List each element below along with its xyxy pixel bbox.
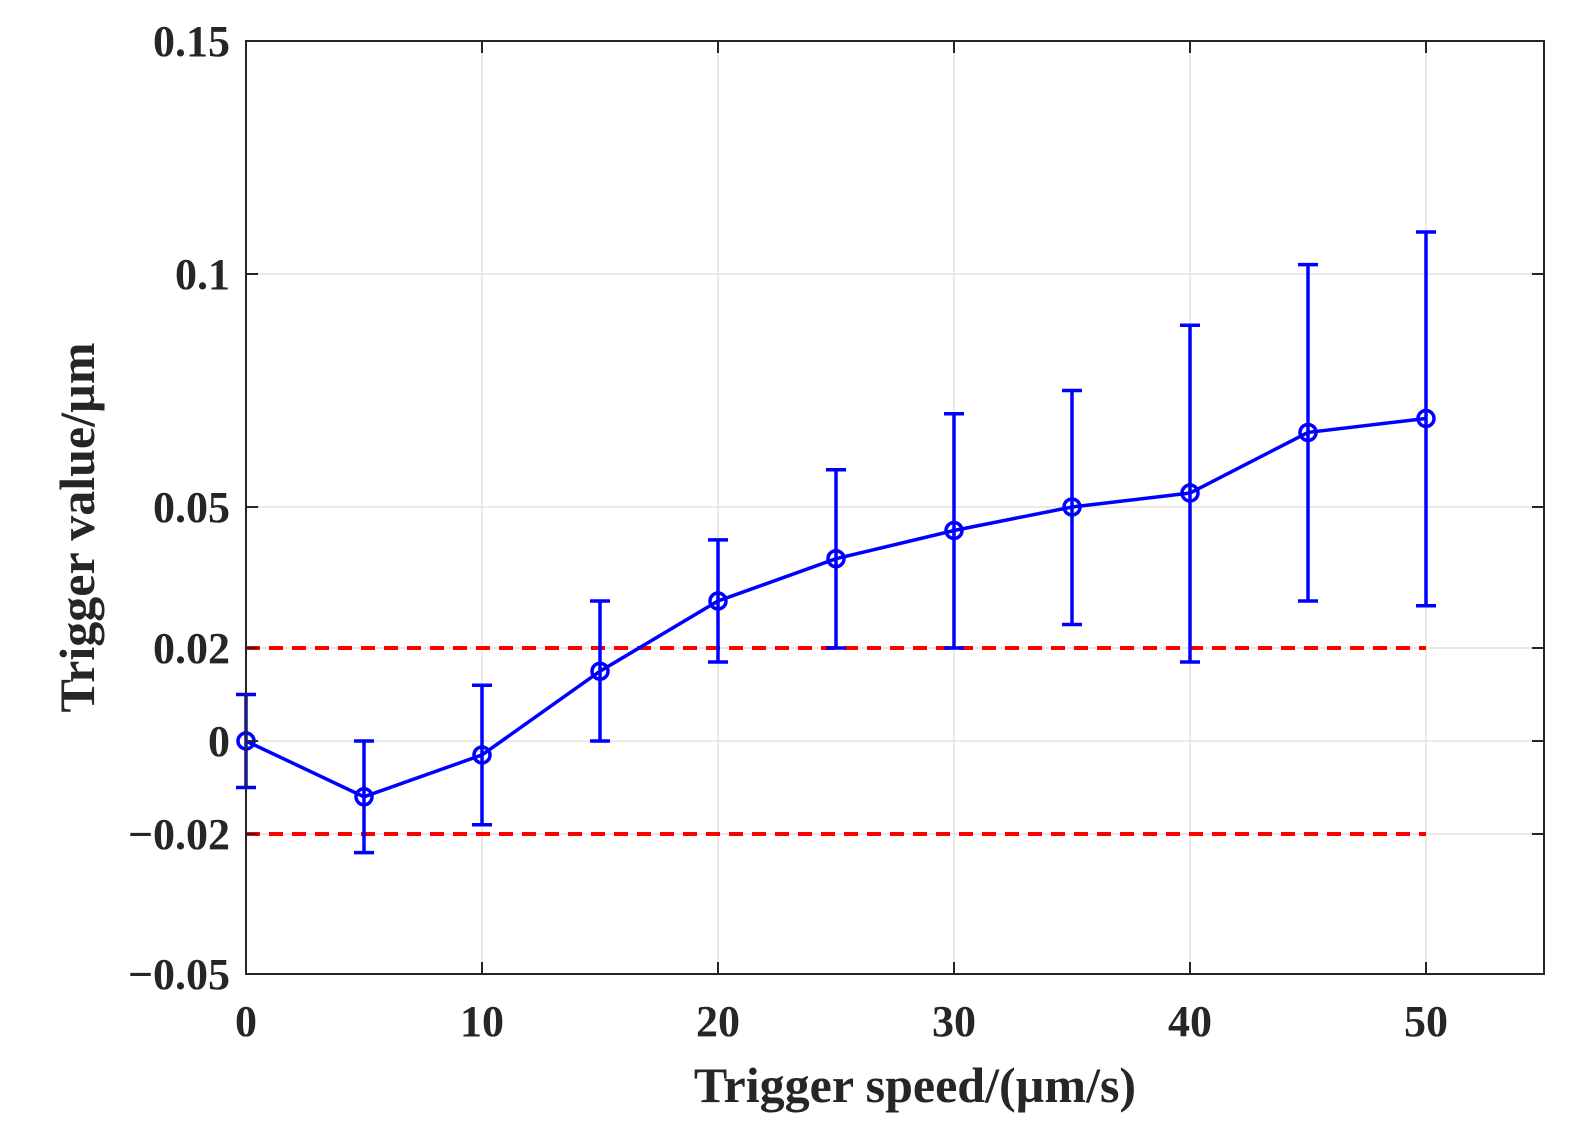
- x-tick-label: 10: [460, 997, 504, 1046]
- reference-lines: [246, 646, 1426, 836]
- data-point: [944, 520, 964, 541]
- data-series: [236, 408, 1436, 807]
- data-point: [1180, 483, 1200, 503]
- y-tick-label: 0: [208, 717, 230, 766]
- data-point: [1298, 422, 1318, 443]
- data-point: [708, 591, 728, 611]
- x-axis-label: Trigger speed/(µm/s): [694, 1057, 1136, 1113]
- data-point: [1416, 408, 1436, 429]
- data-point: [1062, 497, 1082, 517]
- y-tick-label: −0.05: [128, 950, 230, 999]
- x-tick-label: 30: [932, 997, 976, 1046]
- data-point: [354, 787, 374, 807]
- y-axis-label: Trigger value/µm: [49, 343, 105, 713]
- x-tick-label: 40: [1168, 997, 1212, 1046]
- y-tick-label: −0.02: [128, 810, 230, 859]
- data-point: [472, 745, 492, 765]
- x-tick-label: 0: [235, 997, 257, 1046]
- axis-ticks: [245, 40, 1544, 975]
- series-line: [245, 416, 1427, 799]
- x-tick-label: 50: [1404, 997, 1448, 1046]
- x-tick-labels: 0 10 20 30 40 50: [235, 997, 1448, 1046]
- y-tick-label: 0.1: [175, 250, 230, 299]
- data-point: [826, 548, 846, 569]
- y-tick-labels: −0.05 −0.02 0 0.02 0.05 0.1 0.15: [128, 17, 230, 999]
- data-point: [590, 661, 610, 681]
- y-tick-label: 0.02: [153, 624, 230, 673]
- y-tick-label: 0.05: [153, 483, 230, 532]
- x-tick-label: 20: [696, 997, 740, 1046]
- y-tick-label: 0.15: [153, 17, 230, 66]
